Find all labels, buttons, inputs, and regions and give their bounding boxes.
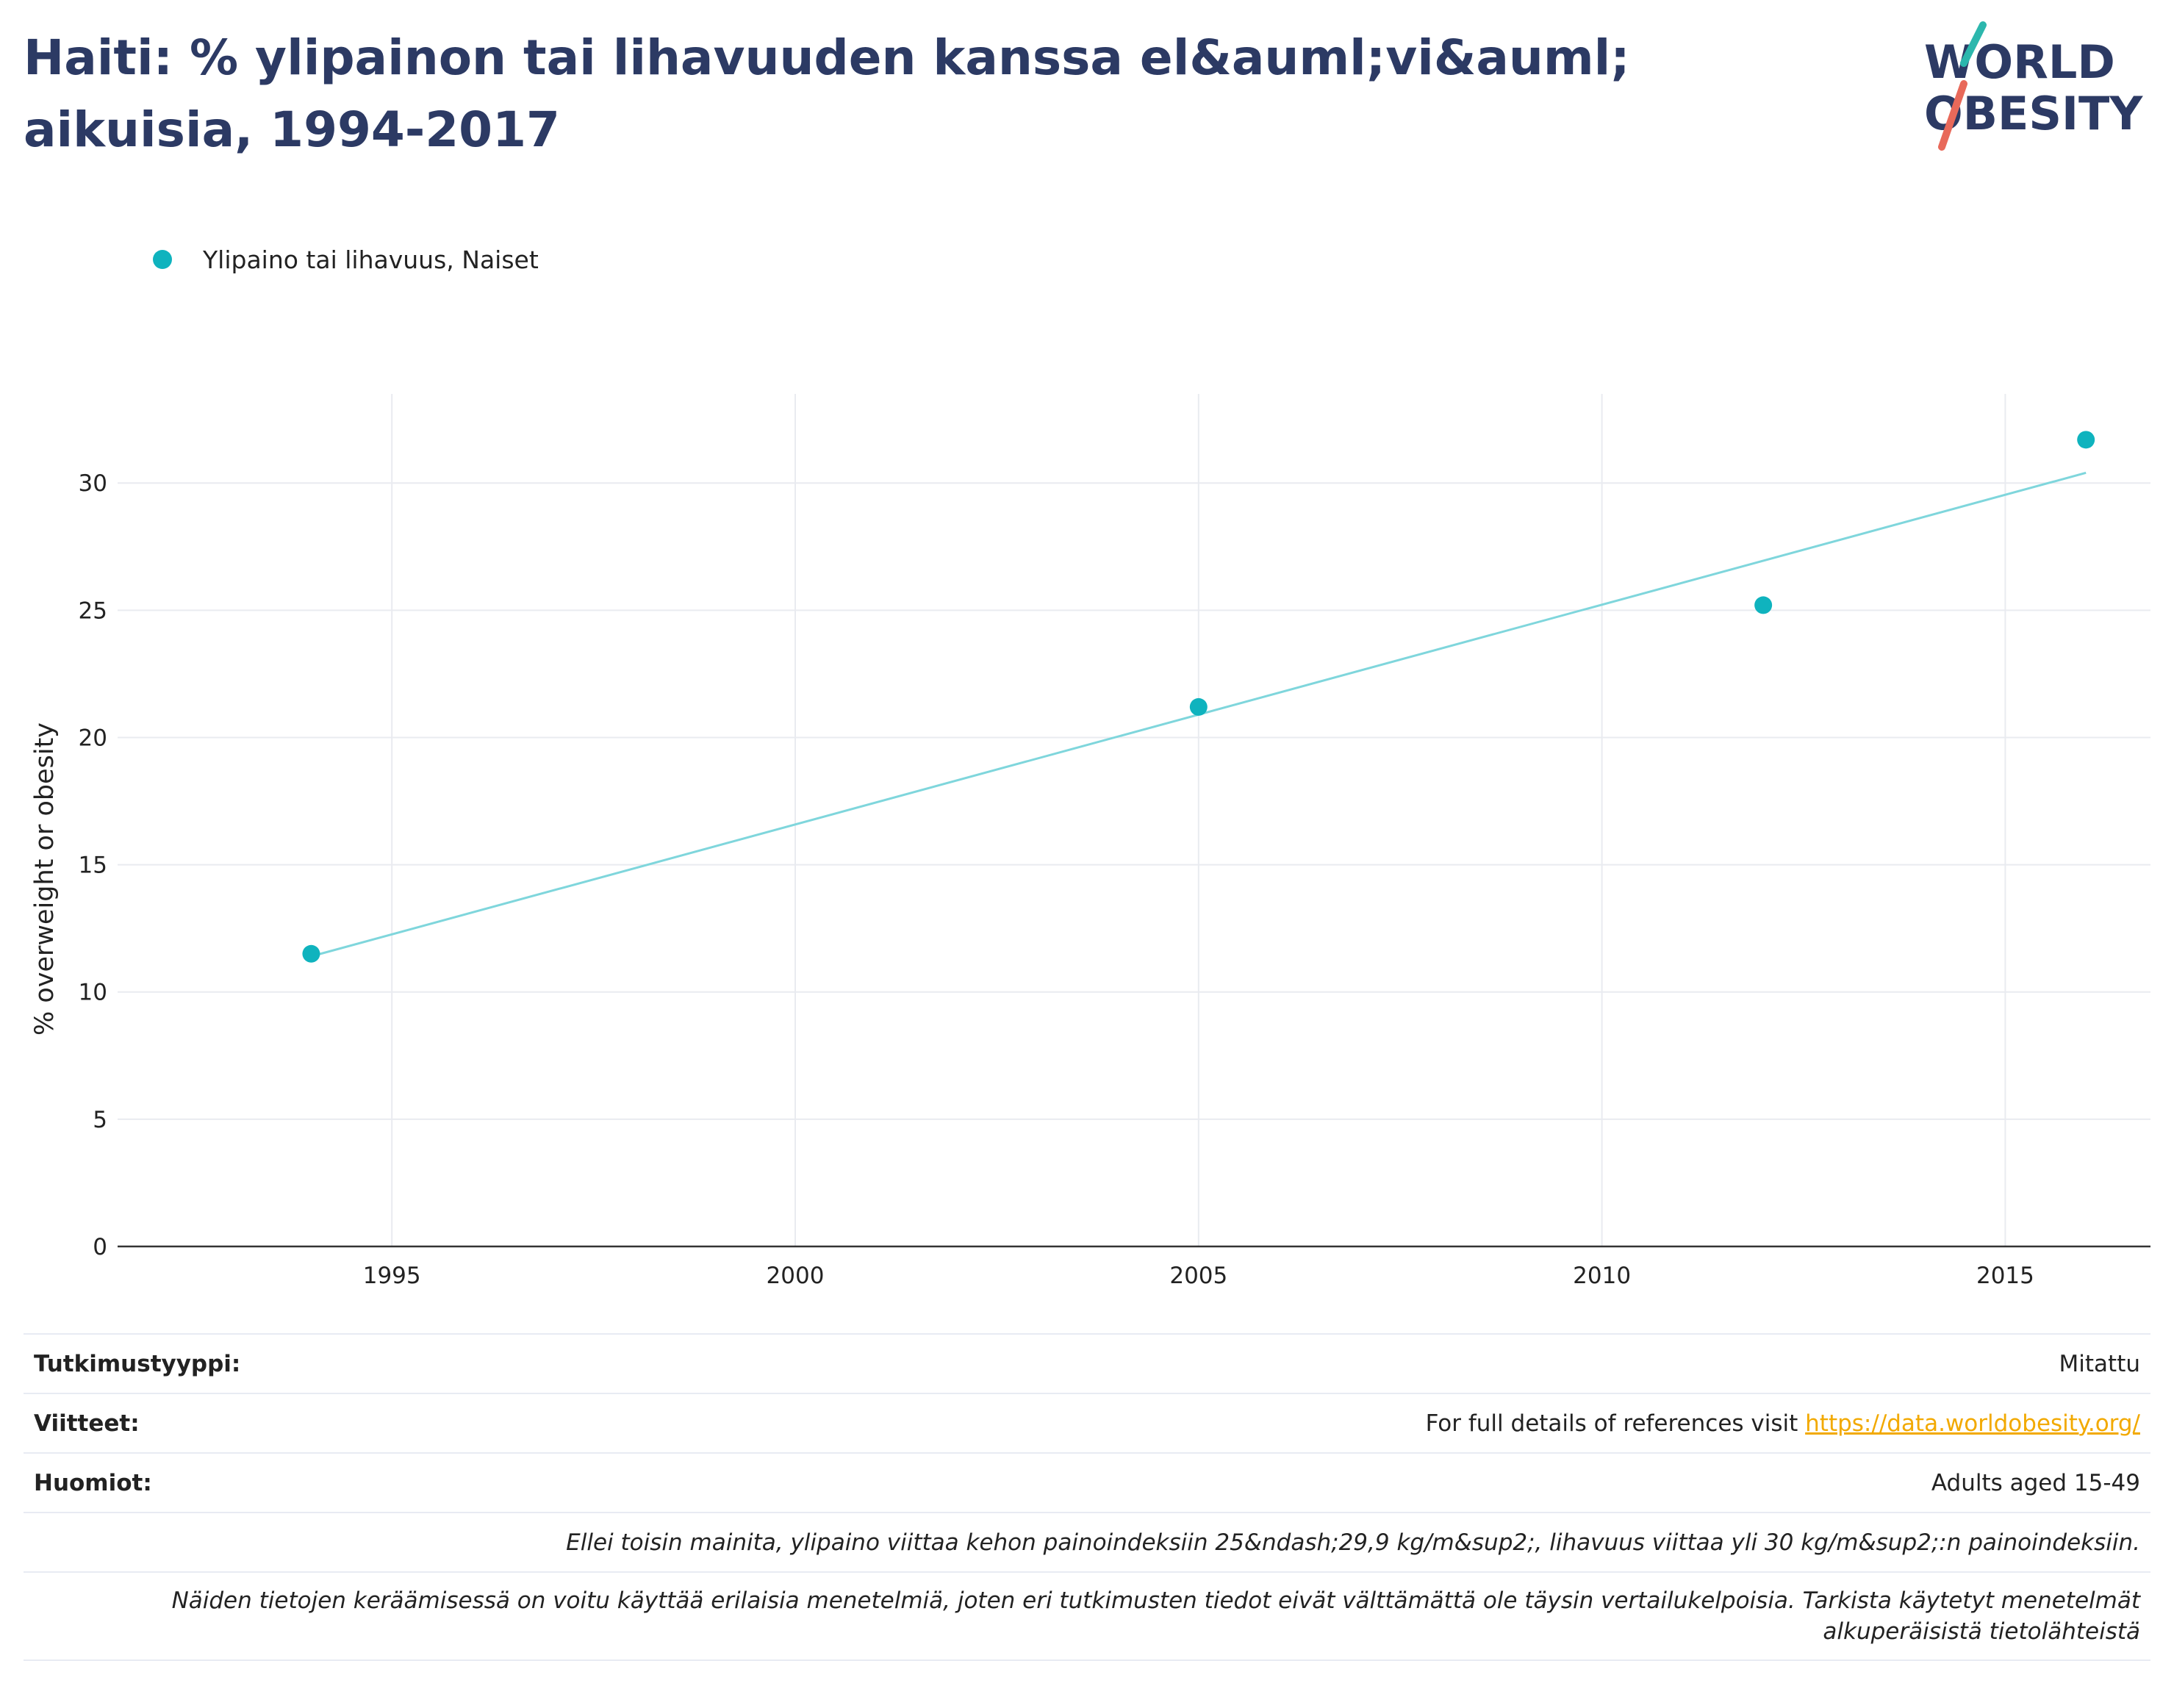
x-tick-label: 2010 <box>1573 1263 1631 1289</box>
legend-label: Ylipaino tai lihavuus, Naiset <box>203 245 539 274</box>
data-marks <box>302 431 2095 963</box>
chart-title: Haiti: % ylipainon tai lihavuuden kanssa… <box>24 29 1630 158</box>
study-type-label: Tutkimustyyppi: <box>34 1350 241 1377</box>
axes: 0 5 10 15 20 25 30 1995 2000 2005 2010 2015 % overwe… <box>30 470 2150 1289</box>
references-link[interactable]: https://data.worldobesity.org/ <box>1805 1410 2140 1437</box>
y-tick-label: 25 <box>79 598 107 624</box>
notes-label: Huomiot: <box>34 1469 152 1496</box>
legend-marker <box>153 250 172 269</box>
x-tick-label: 2000 <box>767 1263 825 1289</box>
study-type-row: Tutkimustyyppi: Mitattu <box>24 1333 2150 1393</box>
y-tick-label: 15 <box>79 853 107 879</box>
x-tick-label: 1995 <box>363 1263 421 1289</box>
definition-note: Ellei toisin mainita, ylipaino viittaa k… <box>566 1529 2140 1556</box>
references-text: For full details of references visit <box>1425 1410 1806 1437</box>
gridlines <box>118 394 2150 1246</box>
y-tick-label: 30 <box>79 470 107 497</box>
y-axis-label: % overweight or obesity <box>30 722 60 1036</box>
data-point <box>1189 697 1208 716</box>
data-point <box>1754 596 1773 614</box>
notes-row: Huomiot: Adults aged 15-49 <box>24 1452 2150 1512</box>
references-label: Viitteet: <box>34 1410 140 1437</box>
x-tick-label: 2015 <box>1976 1263 2034 1289</box>
y-tick-label: 20 <box>79 725 107 751</box>
references-value: For full details of references visit htt… <box>1426 1410 2140 1437</box>
references-row: Viitteet: For full details of references… <box>24 1393 2150 1452</box>
y-tick-label: 10 <box>79 980 107 1006</box>
definition-note-row: Ellei toisin mainita, ylipaino viittaa k… <box>24 1512 2150 1571</box>
y-tick-label: 5 <box>93 1107 107 1133</box>
data-point <box>2077 431 2095 449</box>
data-point <box>302 944 320 963</box>
y-tick-label: 0 <box>93 1234 107 1260</box>
notes-value: Adults aged 15-49 <box>1931 1469 2140 1496</box>
x-tick-label: 2005 <box>1169 1263 1227 1289</box>
chart-legend: Ylipaino tai lihavuus, Naiset <box>153 243 539 276</box>
study-type-value: Mitattu <box>2059 1350 2140 1377</box>
chart-plot: 0 5 10 15 20 25 30 1995 2000 2005 2010 2015 % overwe… <box>30 394 2150 1289</box>
methods-note-row: Näiden tietojen keräämisessä on voitu kä… <box>24 1571 2150 1661</box>
world-obesity-logo: WORLD OBESITY <box>1911 21 2153 160</box>
info-table: Tutkimustyyppi: Mitattu Viitteet: For fu… <box>24 1333 2150 1661</box>
methods-note: Näiden tietojen keräämisessä on voitu kä… <box>171 1587 2140 1645</box>
logo-word-1: WORLD <box>1924 35 2115 89</box>
